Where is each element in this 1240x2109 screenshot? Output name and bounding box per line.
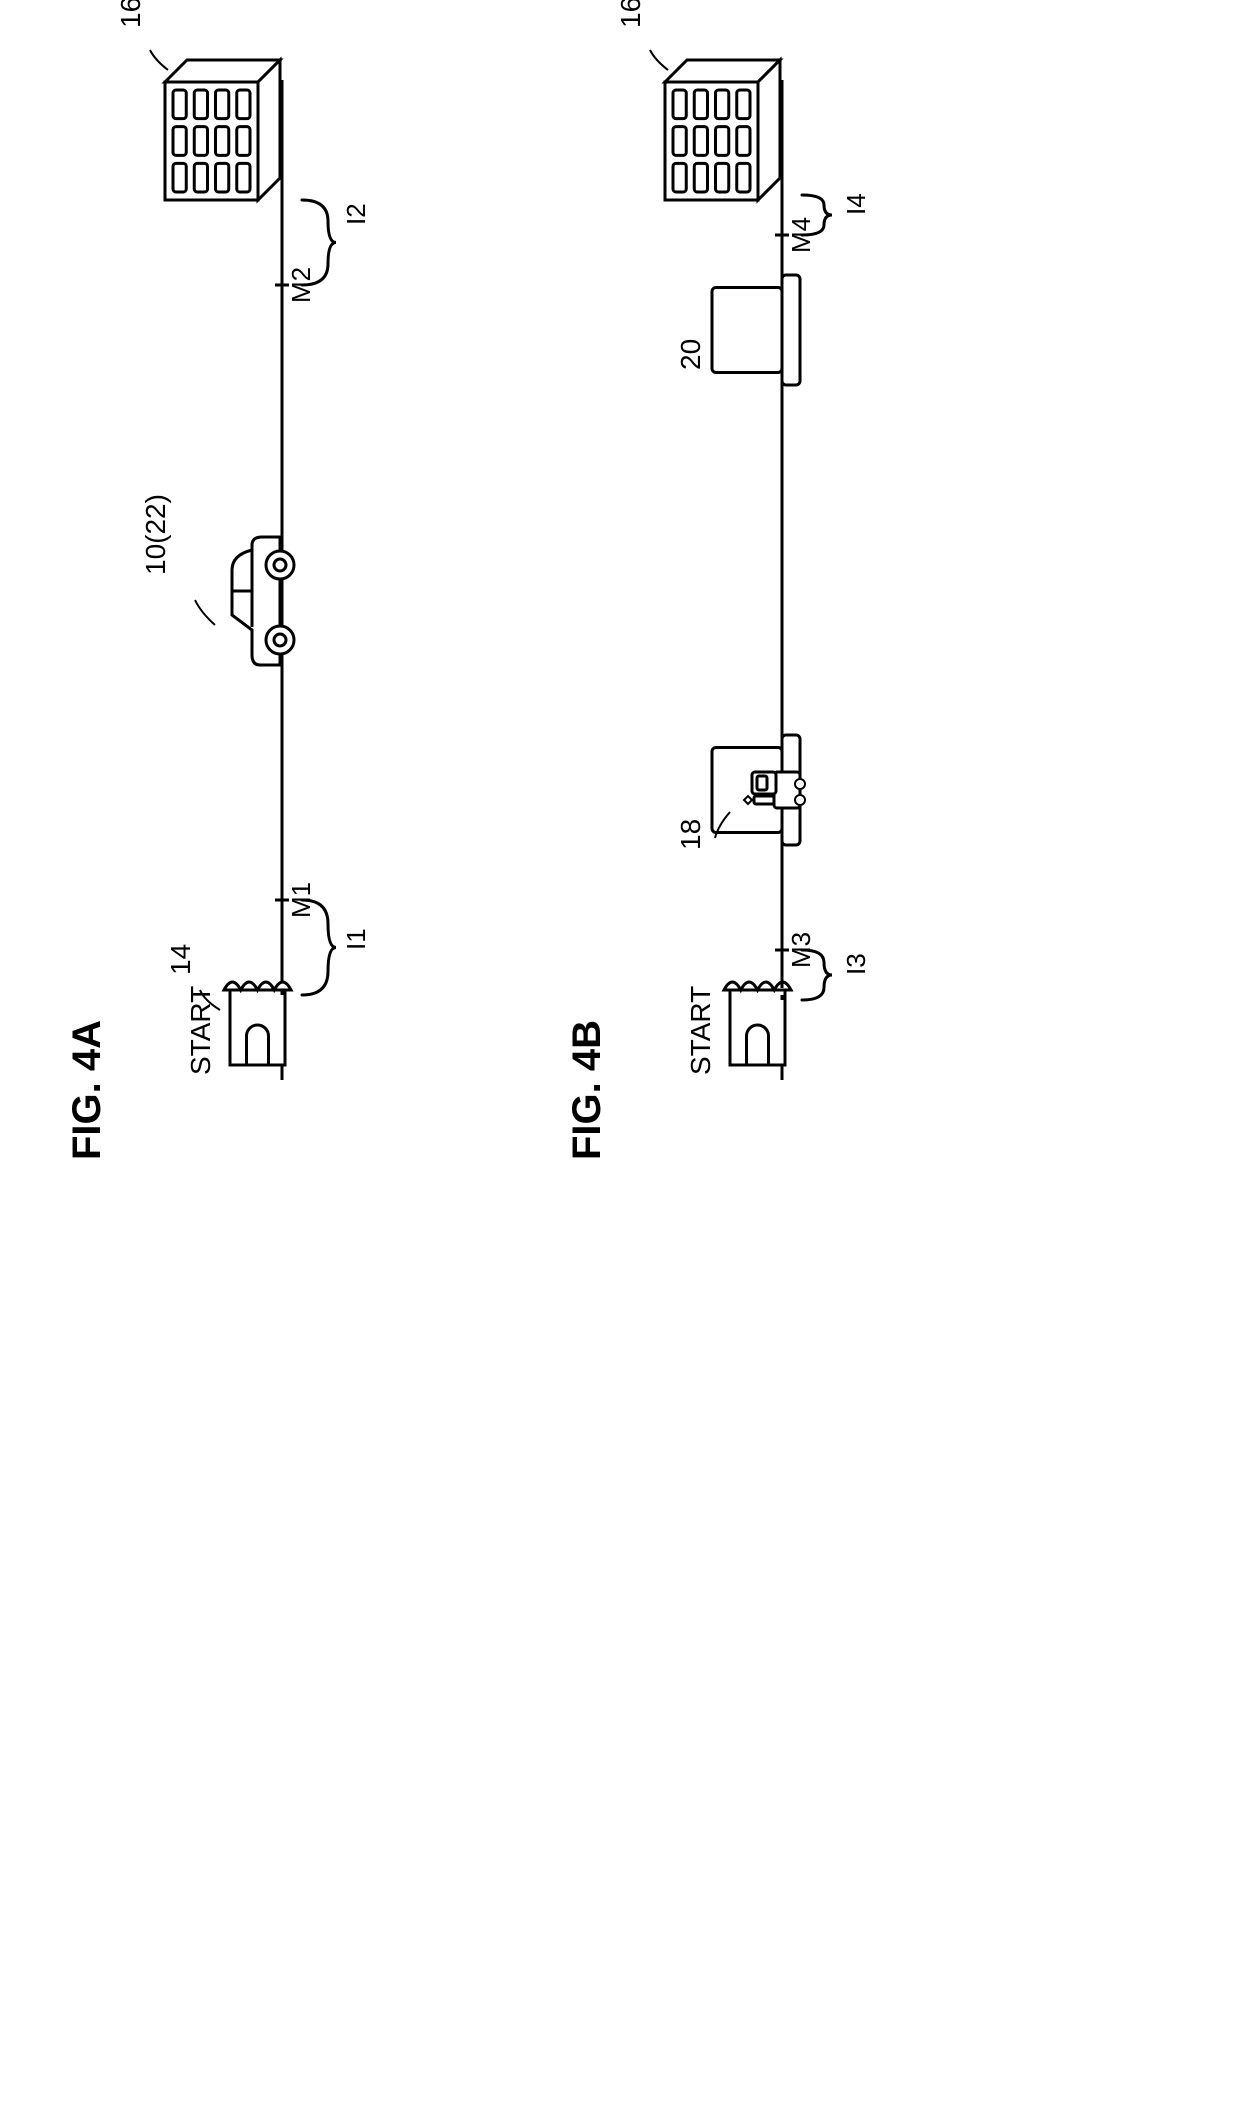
svg-text:START: START	[185, 986, 216, 1075]
svg-text:START: START	[685, 986, 716, 1075]
svg-text:I3: I3	[841, 953, 871, 975]
svg-text:16: 16	[115, 0, 146, 28]
svg-text:16: 16	[615, 0, 646, 28]
svg-text:I2: I2	[341, 203, 371, 225]
svg-text:FIG. 4A: FIG. 4A	[65, 1020, 109, 1160]
svg-text:18: 18	[675, 819, 706, 850]
diagram-canvas: FIG. 4ASTARTEND141610(22)M1M2I1I2FIG. 4B…	[0, 0, 1240, 2109]
svg-text:10(22): 10(22)	[140, 494, 171, 575]
svg-text:FIG. 4B: FIG. 4B	[565, 1020, 609, 1160]
svg-text:I4: I4	[841, 193, 871, 215]
svg-text:I1: I1	[341, 928, 371, 950]
svg-text:20: 20	[675, 339, 706, 370]
svg-text:14: 14	[165, 944, 196, 975]
